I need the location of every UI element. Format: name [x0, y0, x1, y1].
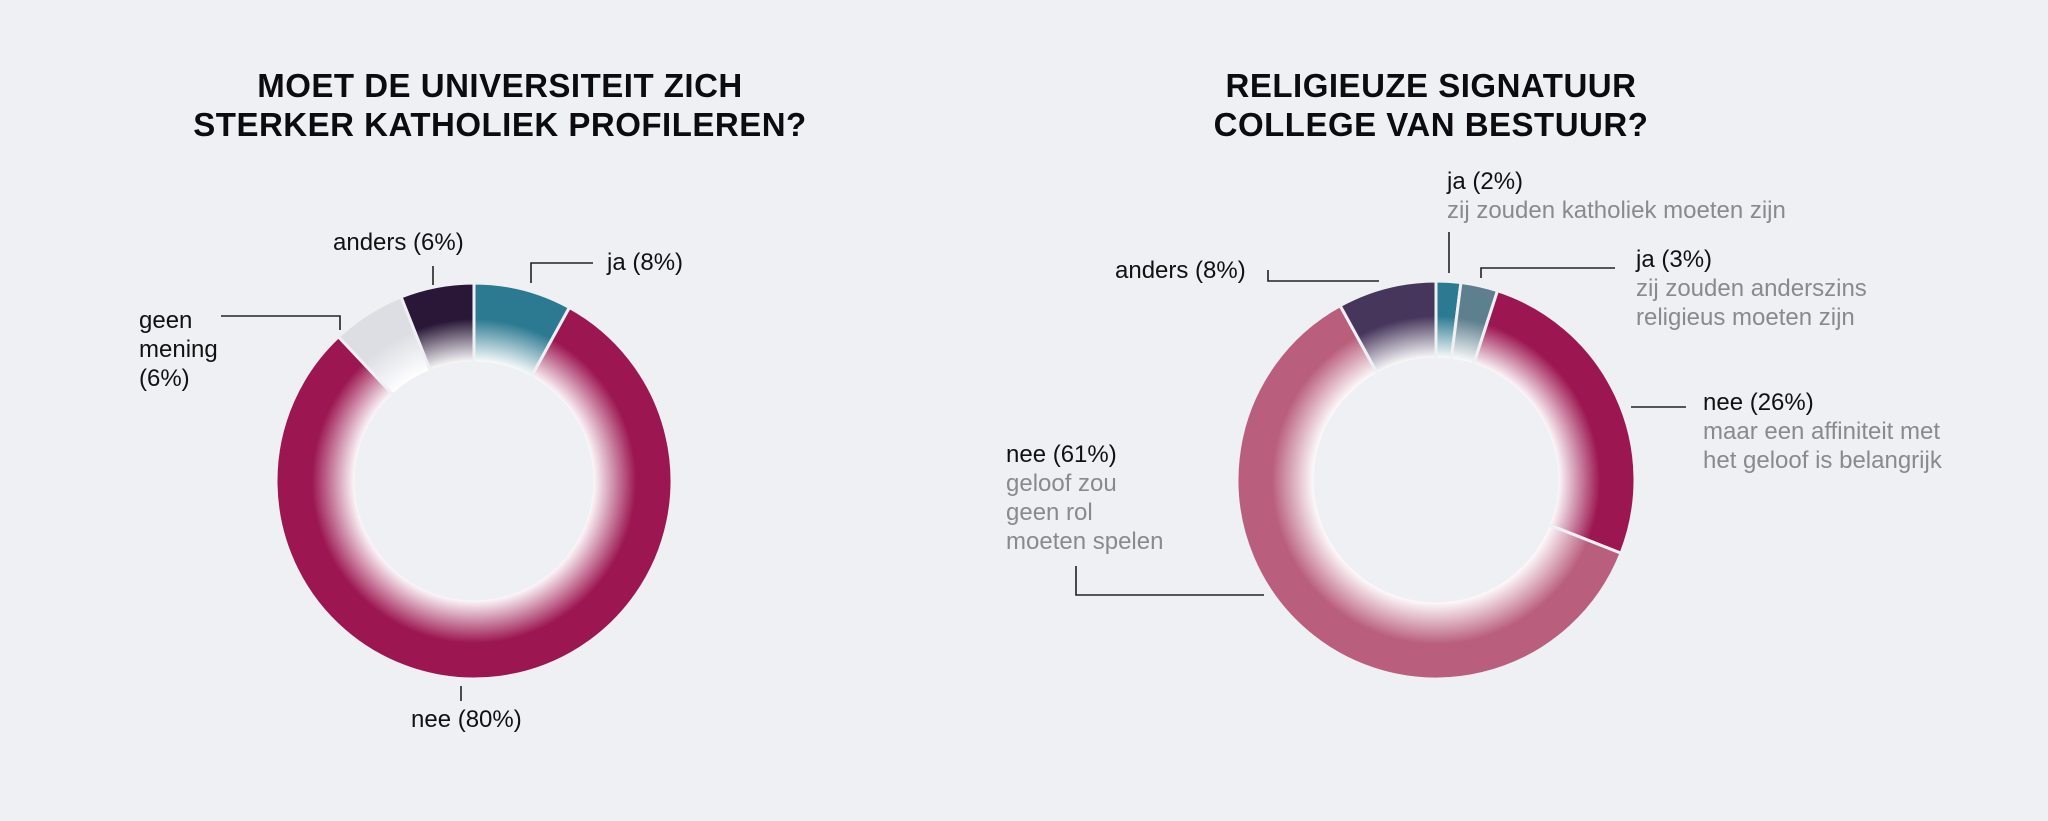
label-right-ja3-sub-2: religieus moeten zijn [1636, 304, 1855, 331]
label-left-anders: anders (6%) [333, 228, 464, 257]
chart-left-title-line-2: STERKER KATHOLIEK PROFILEREN? [193, 106, 807, 143]
chart-left-title-line-1: MOET DE UNIVERSITEIT ZICH [257, 67, 743, 104]
donut-left [221, 262, 674, 701]
label-right-nee61-sub-1: geloof zou [1006, 470, 1117, 497]
label-right-ja-religieus: ja (3%) zij zouden anderszins religieus … [1636, 245, 1867, 332]
label-left-nee: nee (80%) [411, 705, 522, 734]
label-right-nee61-sub-2: geen rol [1006, 499, 1093, 526]
label-left-nee-text: nee (80%) [411, 706, 522, 733]
right-slice-anders [1338, 279, 1438, 377]
chart-right: RELIGIEUZE SIGNATUUR COLLEGE VAN BESTUUR… [1000, 0, 2048, 821]
label-right-ja3-text: ja (3%) [1636, 246, 1713, 273]
label-right-anders-text: anders (8%) [1115, 257, 1246, 284]
label-left-geen-line-1: geen [139, 307, 193, 334]
leader-right-anders [1267, 270, 1379, 282]
left-slice-anders [399, 281, 476, 374]
chart-left-title: MOET DE UNIVERSITEIT ZICH STERKER KATHOL… [0, 66, 1000, 144]
label-right-nee61: nee (61%) geloof zou geen rol moeten spe… [1006, 440, 1163, 556]
label-right-nee26-sub-2: het geloof is belangrijk [1703, 447, 1942, 474]
donut-right [1075, 232, 1686, 681]
label-left-anders-text: anders (6%) [333, 229, 464, 256]
label-right-nee26: nee (26%) maar een affiniteit met het ge… [1703, 388, 1942, 475]
label-right-anders: anders (8%) [1115, 256, 1246, 285]
right-slice-nee-affiniteit [1471, 288, 1637, 556]
label-left-geen-line-3: (6%) [139, 365, 190, 392]
leader-right-ja3 [1480, 267, 1615, 278]
left-slice-nee [274, 305, 674, 681]
leader-left-geen [221, 315, 341, 330]
label-left-ja-text: ja (8%) [607, 249, 684, 276]
label-right-nee26-text: nee (26%) [1703, 389, 1814, 416]
right-slice-nee-geen-rol [1235, 303, 1623, 681]
label-right-nee26-sub-1: maar een affiniteit met [1703, 418, 1941, 445]
chart-right-title: RELIGIEUZE SIGNATUUR COLLEGE VAN BESTUUR… [1000, 66, 1862, 144]
chart-left: MOET DE UNIVERSITEIT ZICH STERKER KATHOL… [0, 0, 1000, 821]
label-left-geen-mening: geen mening (6%) [139, 306, 218, 393]
label-right-ja3-sub-1: zij zouden anderszins [1636, 275, 1867, 302]
label-right-ja2-sub: zij zouden katholiek moeten zijn [1447, 197, 1786, 224]
leader-right-nee61 [1075, 566, 1264, 596]
chart-right-title-line-2: COLLEGE VAN BESTUUR? [1213, 106, 1649, 143]
label-left-ja: ja (8%) [607, 248, 683, 277]
label-right-nee61-text: nee (61%) [1006, 441, 1117, 468]
label-left-geen-line-2: mening [139, 336, 218, 363]
chart-right-title-line-1: RELIGIEUZE SIGNATUUR [1225, 67, 1637, 104]
leader-left-ja [530, 262, 593, 283]
label-right-ja2-text: ja (2%) [1447, 168, 1524, 195]
label-right-nee61-sub-3: moeten spelen [1006, 528, 1164, 555]
label-right-ja-katholiek: ja (2%) zij zouden katholiek moeten zijn [1447, 167, 1786, 225]
